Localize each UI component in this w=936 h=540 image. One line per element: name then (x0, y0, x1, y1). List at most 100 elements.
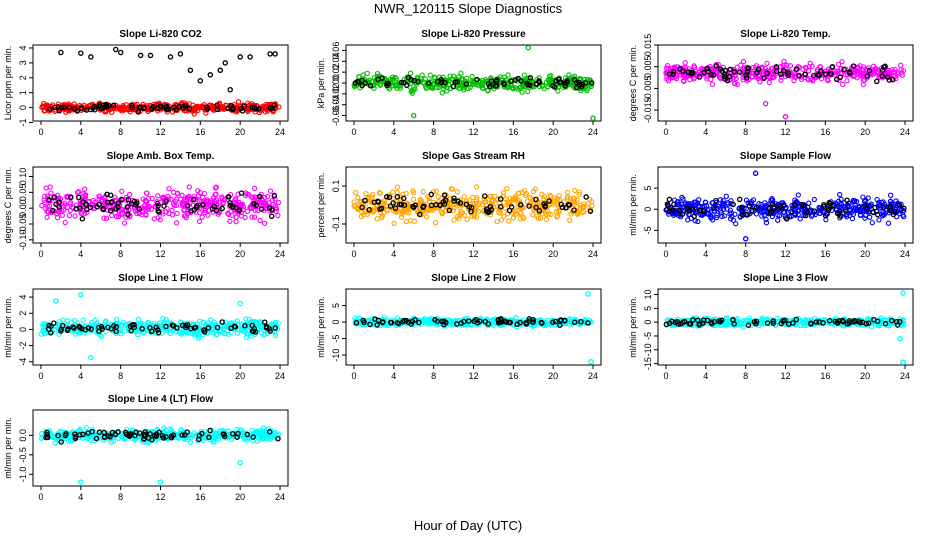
data-point (857, 73, 864, 79)
x-tick-label: 24 (275, 371, 285, 381)
data-point (394, 184, 401, 190)
data-point (201, 190, 208, 197)
overlay-point (761, 75, 767, 81)
data-point (444, 88, 450, 94)
x-tick-label: 0 (663, 127, 668, 137)
y-tick-label: 0 (331, 320, 341, 325)
overlay-point (533, 81, 540, 88)
overlay-point (415, 79, 421, 85)
outlier-point (227, 86, 233, 93)
data-point (567, 217, 573, 223)
overlay-point (238, 105, 244, 112)
x-tick-label: 20 (548, 249, 558, 259)
data-point (775, 217, 781, 223)
data-point (838, 65, 845, 72)
x-tick-label: 16 (195, 127, 205, 137)
overlay-point (781, 67, 787, 74)
overlay-point (85, 325, 92, 331)
x-tick-label: 8 (118, 249, 123, 259)
overlay-point (241, 103, 248, 109)
overlay-point (107, 192, 114, 198)
data-point (484, 87, 491, 93)
overlay-point (829, 63, 836, 70)
data-point (704, 76, 710, 82)
data-point (860, 194, 866, 200)
y-axis-label: ml/min per min. (628, 296, 638, 358)
y-tick-label: -5 (331, 335, 341, 343)
data-point (59, 212, 65, 219)
data-point (435, 193, 441, 200)
overlay-point (872, 204, 878, 211)
y-tick-label: -0.10 (18, 230, 28, 251)
x-tick-label: 24 (900, 371, 910, 381)
data-point (749, 74, 755, 80)
overlay-point (764, 70, 770, 77)
data-point (809, 78, 816, 84)
data-point (212, 191, 218, 198)
data-point (455, 74, 462, 80)
overlay-point (879, 73, 885, 79)
data-point (479, 80, 485, 86)
data-point (671, 74, 677, 80)
overlay-point (719, 68, 725, 75)
data-point (62, 219, 68, 226)
data-point (135, 316, 142, 322)
x-tick-label: 0 (351, 249, 356, 259)
overlay-point (219, 205, 225, 212)
panel-title: Slope Li-820 CO2 (119, 29, 202, 40)
y-tick-label: 0.06 (331, 42, 341, 60)
data-point (733, 220, 739, 227)
outlier-point (900, 290, 906, 296)
x-tick-label: 20 (860, 127, 870, 137)
data-point (43, 185, 49, 191)
data-point (716, 74, 723, 80)
outlier-point (78, 50, 84, 56)
data-point (797, 216, 803, 222)
data-point (63, 109, 69, 115)
data-point (473, 184, 480, 190)
data-point (155, 193, 161, 199)
data-points (351, 44, 596, 122)
overlay-point (268, 213, 275, 220)
x-tick-label: 12 (468, 371, 478, 381)
x-tick-label: 8 (431, 127, 436, 137)
overlay-point (558, 79, 564, 85)
y-axis-label: Licor ppm per min. (3, 46, 13, 121)
data-point (196, 218, 203, 225)
data-point (39, 203, 45, 209)
data-point (123, 102, 129, 108)
y-tick-label: 0.005 (643, 55, 653, 78)
overlay-point (61, 104, 67, 111)
overlay-point (100, 102, 107, 108)
overlay-point (527, 75, 534, 81)
overlay-point (785, 72, 791, 78)
data-points (351, 184, 595, 227)
data-point (691, 75, 698, 81)
overlay-point (497, 196, 504, 202)
data-point (392, 74, 398, 81)
data-point (543, 216, 550, 223)
overlay-point (367, 82, 374, 89)
overlay-point (74, 108, 81, 114)
x-tick-label: 8 (743, 249, 748, 259)
data-point (121, 328, 128, 334)
y-tick-label: 3 (18, 60, 28, 65)
x-tick-label: 24 (900, 127, 910, 137)
data-point (393, 75, 399, 82)
y-tick-label: 5 (643, 186, 653, 191)
data-point (113, 316, 120, 322)
x-tick-label: 0 (38, 492, 43, 502)
data-point (795, 192, 801, 198)
data-point (364, 70, 370, 77)
panel-slope-gas-stream-rh: Slope Gas Stream RH0 4 8 12 16 20 24-0.10.1per… (316, 151, 602, 259)
y-axis-label: kPa per min. (316, 58, 326, 109)
x-tick-label: 20 (860, 371, 870, 381)
y-tick-label: 0.1 (331, 180, 341, 193)
data-point (530, 212, 536, 218)
x-tick-label: 4 (703, 371, 708, 381)
overlay-point (228, 102, 234, 109)
overlay-point (78, 105, 85, 112)
data-point (764, 60, 770, 67)
